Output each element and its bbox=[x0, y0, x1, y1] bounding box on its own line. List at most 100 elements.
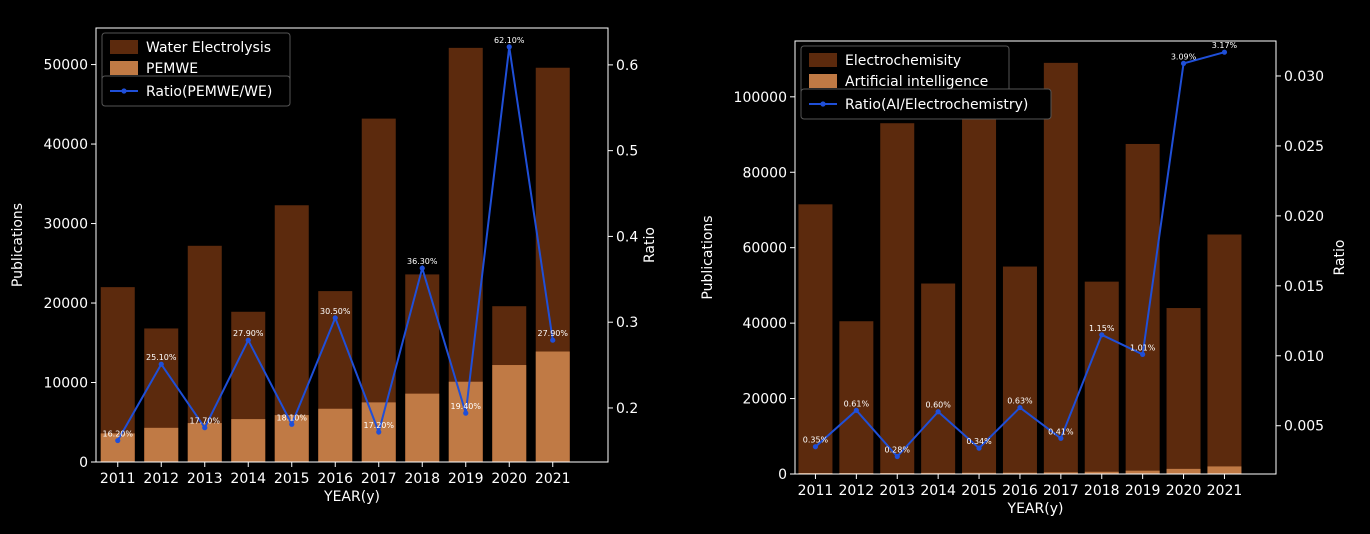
bar-electrochemisity-2017 bbox=[1043, 62, 1078, 474]
ratio-data-label-2013: 0.28% bbox=[885, 446, 911, 455]
bar-artificial-intelligence-2019 bbox=[1125, 470, 1160, 474]
bar-artificial-intelligence-2016 bbox=[1002, 472, 1037, 474]
ratio-data-label-2013: 17.70% bbox=[189, 417, 220, 426]
bar-pemwe-2021 bbox=[535, 351, 570, 462]
x-tick-label-2017: 2017 bbox=[361, 471, 397, 487]
x-tick-label-2015: 2015 bbox=[961, 483, 997, 499]
y2-tick-label: 0.030 bbox=[1284, 69, 1324, 85]
y-tick-label: 80000 bbox=[742, 165, 787, 181]
bar-electrochemisity-2013 bbox=[880, 123, 915, 475]
ratio-data-label-2015: 0.34% bbox=[966, 437, 992, 446]
ratio-point-2015 bbox=[976, 445, 982, 451]
bar-artificial-intelligence-2017 bbox=[1043, 472, 1078, 474]
ratio-data-label-2018: 1.15% bbox=[1089, 324, 1115, 333]
y-tick-label: 40000 bbox=[742, 316, 787, 332]
ratio-point-2019 bbox=[463, 410, 469, 416]
ratio-data-label-2012: 0.61% bbox=[844, 399, 870, 408]
ratio-data-label-2020: 62.10% bbox=[494, 36, 525, 45]
y-tick-label: 0 bbox=[778, 467, 787, 483]
bar-pemwe-2019 bbox=[448, 381, 483, 462]
x-tick-label-2016: 2016 bbox=[1002, 483, 1038, 499]
x-tick-label-2019: 2019 bbox=[1125, 483, 1161, 499]
ratio-data-label-2011: 0.35% bbox=[803, 436, 829, 445]
ratio-point-2014 bbox=[245, 337, 251, 343]
ratio-data-label-2021: 3.17% bbox=[1212, 41, 1238, 50]
legend-label-0: Electrochemisity bbox=[845, 53, 961, 69]
ratio-data-label-2019: 19.40% bbox=[450, 402, 481, 411]
y-axis-title: Publications bbox=[700, 215, 716, 299]
x-tick-label-2018: 2018 bbox=[404, 471, 440, 487]
legend-swatch-0 bbox=[809, 53, 837, 67]
ratio-point-2019 bbox=[1140, 351, 1146, 357]
bar-electrochemisity-2021 bbox=[1207, 234, 1242, 474]
x-tick-label-2019: 2019 bbox=[448, 471, 484, 487]
line-legend-marker bbox=[121, 88, 127, 94]
plot-frame bbox=[794, 40, 1277, 475]
bar-pemwe-2016 bbox=[318, 408, 353, 462]
x-tick-label-2020: 2020 bbox=[491, 471, 527, 487]
bar-artificial-intelligence-2014 bbox=[921, 472, 956, 474]
x-tick-label-2018: 2018 bbox=[1084, 483, 1120, 499]
bar-electrochemisity-2014 bbox=[921, 283, 956, 474]
bar-electrochemisity-2015 bbox=[962, 104, 997, 475]
ratio-point-2017 bbox=[376, 429, 382, 435]
ratio-data-label-2017: 0.41% bbox=[1048, 427, 1074, 436]
legend-label-1: PEMWE bbox=[146, 61, 198, 77]
y2-tick-label: 0.025 bbox=[1284, 139, 1324, 155]
bar-electrochemisity-2019 bbox=[1125, 143, 1160, 474]
y2-tick-label: 0.3 bbox=[616, 315, 638, 331]
y-tick-label: 20000 bbox=[742, 392, 787, 408]
ratio-data-label-2016: 30.50% bbox=[320, 307, 351, 316]
y2-tick-label: 0.015 bbox=[1284, 279, 1324, 295]
ratio-point-2012 bbox=[158, 361, 164, 367]
x-axis-title: YEAR(y) bbox=[1007, 501, 1064, 517]
y-tick-label: 50000 bbox=[43, 58, 88, 74]
y2-tick-label: 0.5 bbox=[616, 144, 638, 160]
y-axis-title: Publications bbox=[10, 203, 26, 287]
ratio-point-2017 bbox=[1058, 435, 1064, 441]
ratio-point-2020 bbox=[506, 44, 512, 50]
ratio-point-2013 bbox=[202, 425, 208, 431]
bar-pemwe-2014 bbox=[231, 419, 266, 462]
x-tick-label-2011: 2011 bbox=[100, 471, 136, 487]
x-tick-label-2013: 2013 bbox=[187, 471, 223, 487]
y-tick-label: 10000 bbox=[43, 376, 88, 392]
y-tick-label: 60000 bbox=[742, 241, 787, 257]
line-legend-label: Ratio(AI/Electrochemistry) bbox=[845, 97, 1028, 113]
bar-artificial-intelligence-2015 bbox=[962, 472, 997, 474]
legend-label-0: Water Electrolysis bbox=[146, 40, 271, 56]
legend-swatch-1 bbox=[110, 61, 138, 75]
x-tick-label-2014: 2014 bbox=[920, 483, 956, 499]
ratio-point-2015 bbox=[289, 421, 295, 427]
bar-pemwe-2012 bbox=[144, 427, 179, 462]
ratio-data-label-2017: 17.20% bbox=[363, 421, 394, 430]
ratio-point-2011 bbox=[115, 437, 121, 444]
x-tick-label-2014: 2014 bbox=[230, 471, 266, 487]
ratio-data-label-2014: 27.90% bbox=[233, 329, 264, 338]
ratio-point-2016 bbox=[1017, 404, 1023, 411]
ratio-point-2018 bbox=[419, 265, 425, 271]
line-legend-box bbox=[101, 75, 291, 107]
x-tick-label-2013: 2013 bbox=[879, 483, 915, 499]
chart-pemwe-water-electrolysis: 16.20% 25.10% 17.70% 27.90% 18.10% 30.50% 17.2… bbox=[10, 27, 658, 505]
legend-swatch-1 bbox=[809, 74, 837, 88]
y-tick-label: 40000 bbox=[43, 137, 88, 153]
y2-tick-label: 0.2 bbox=[616, 401, 638, 417]
y-tick-label: 20000 bbox=[43, 296, 88, 312]
x-tick-label-2015: 2015 bbox=[274, 471, 310, 487]
y2-tick-label: 0.005 bbox=[1284, 419, 1324, 435]
ratio-data-label-2019: 1.01% bbox=[1130, 343, 1156, 352]
x-tick-label-2012: 2012 bbox=[143, 471, 179, 487]
ratio-data-label-2015: 18.10% bbox=[276, 413, 307, 422]
ratio-point-2020 bbox=[1180, 60, 1187, 66]
x-tick-label-2021: 2021 bbox=[1207, 483, 1243, 499]
bar-electrochemisity-2018 bbox=[1084, 281, 1119, 474]
ratio-point-2021 bbox=[550, 337, 556, 343]
y-tick-label: 100000 bbox=[734, 90, 787, 106]
legend-swatch-0 bbox=[110, 40, 138, 54]
ratio-data-label-2018: 36.30% bbox=[407, 257, 438, 266]
x-axis-title: YEAR(y) bbox=[323, 489, 380, 505]
y2-tick-label: 0.6 bbox=[616, 58, 638, 74]
x-tick-label-2011: 2011 bbox=[798, 483, 834, 499]
